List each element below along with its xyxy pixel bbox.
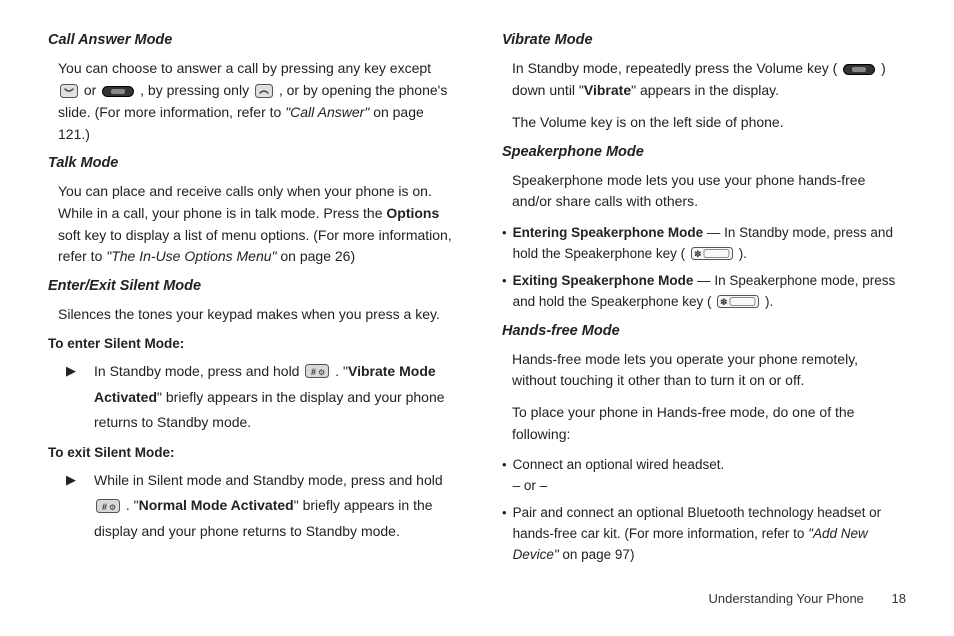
talk-mode-paragraph: You can place and receive calls only whe… [58, 181, 452, 268]
step-marker-icon: ▶ [66, 472, 76, 544]
text: Connect an optional wired headset. [513, 457, 725, 472]
bullet-wired-headset: • Connect an optional wired headset. – o… [502, 455, 906, 497]
heading-silent-mode: Enter/Exit Silent Mode [48, 278, 452, 294]
speakerphone-paragraph: Speakerphone mode lets you use your phon… [512, 170, 906, 213]
right-column: Vibrate Mode In Standby mode, repeatedly… [502, 32, 906, 572]
reference: "Call Answer" [285, 104, 369, 120]
text: . " [126, 497, 139, 513]
bullet-exit-speakerphone: • Exiting Speakerphone Mode — In Speaker… [502, 271, 906, 313]
text: In Standby mode, repeatedly press the Vo… [512, 60, 841, 76]
bullet-body: Exiting Speakerphone Mode — In Speakerph… [513, 271, 906, 313]
text: . " [335, 363, 348, 379]
heading-call-answer: Call Answer Mode [48, 32, 452, 48]
options-label: Options [386, 205, 439, 221]
bullet-body: Connect an optional wired headset. – or … [513, 455, 906, 497]
svg-text:#: # [102, 502, 107, 512]
page-number: 18 [892, 591, 906, 606]
bullet-dot-icon: • [502, 455, 507, 497]
volume-key-icon [843, 58, 875, 80]
vibrate-paragraph-1: In Standby mode, repeatedly press the Vo… [512, 58, 906, 102]
step-exit-silent: ▶ While in Silent mode and Standby mode,… [66, 468, 452, 544]
speakerphone-key-icon: ✽ [717, 292, 759, 313]
section-name: Understanding Your Phone [709, 591, 864, 606]
text: on page 97) [559, 547, 635, 562]
vibrate-paragraph-2: The Volume key is on the left side of ph… [512, 112, 906, 134]
volume-key-icon [102, 80, 134, 102]
exiting-speakerphone-label: Exiting Speakerphone Mode [513, 273, 694, 288]
bullet-body: Entering Speakerphone Mode — In Standby … [513, 223, 906, 265]
silent-mode-paragraph: Silences the tones your keypad makes whe… [58, 304, 452, 326]
entering-speakerphone-label: Entering Speakerphone Mode [513, 225, 704, 240]
handsfree-paragraph-2: To place your phone in Hands-free mode, … [512, 402, 906, 445]
send-key-icon [255, 80, 273, 102]
text: You can place and receive calls only whe… [58, 183, 432, 221]
vibrate-label: Vibrate [584, 82, 631, 98]
text: or [84, 82, 100, 98]
handsfree-paragraph-1: Hands-free mode lets you operate your ph… [512, 349, 906, 392]
bullet-enter-speakerphone: • Entering Speakerphone Mode — In Standb… [502, 223, 906, 265]
text: ). [761, 294, 773, 309]
heading-handsfree: Hands-free Mode [502, 323, 906, 339]
page-footer: Understanding Your Phone 18 [709, 591, 907, 606]
svg-text:#: # [311, 367, 316, 377]
svg-text:✽: ✽ [720, 297, 728, 307]
text: ). [735, 246, 747, 261]
step-body: In Standby mode, press and hold #⚙ . "Vi… [94, 359, 452, 435]
text: " appears in the display. [631, 82, 779, 98]
left-column: Call Answer Mode You can choose to answe… [48, 32, 452, 572]
step-body: While in Silent mode and Standby mode, p… [94, 468, 452, 544]
pound-key-icon: #⚙ [305, 359, 329, 384]
text: on page 26) [280, 248, 355, 264]
heading-vibrate-mode: Vibrate Mode [502, 32, 906, 48]
heading-talk-mode: Talk Mode [48, 155, 452, 171]
page-content: Call Answer Mode You can choose to answe… [0, 0, 954, 572]
bullet-dot-icon: • [502, 503, 507, 566]
text: While in Silent mode and Standby mode, p… [94, 472, 443, 488]
pound-key-icon: #⚙ [96, 494, 120, 519]
normal-activated-label: Normal Mode Activated [139, 497, 294, 513]
reference: "The In-Use Options Menu" [106, 248, 276, 264]
svg-text:⚙: ⚙ [318, 368, 325, 377]
subheading-enter-silent: To enter Silent Mode: [48, 336, 452, 351]
speakerphone-key-icon: ✽ [691, 244, 733, 265]
end-key-icon [60, 80, 78, 102]
text: In Standby mode, press and hold [94, 363, 303, 379]
svg-text:⚙: ⚙ [109, 503, 116, 512]
bullet-bluetooth: • Pair and connect an optional Bluetooth… [502, 503, 906, 566]
bullet-dot-icon: • [502, 223, 507, 265]
subheading-exit-silent: To exit Silent Mode: [48, 445, 452, 460]
step-marker-icon: ▶ [66, 363, 76, 435]
or-text: – or – [513, 478, 548, 493]
bullet-dot-icon: • [502, 271, 507, 313]
call-answer-paragraph: You can choose to answer a call by press… [58, 58, 452, 145]
svg-text:✽: ✽ [694, 249, 702, 259]
step-enter-silent: ▶ In Standby mode, press and hold #⚙ . "… [66, 359, 452, 435]
text: You can choose to answer a call by press… [58, 60, 431, 76]
text: , by pressing only [140, 82, 253, 98]
bullet-body: Pair and connect an optional Bluetooth t… [513, 503, 906, 566]
heading-speakerphone: Speakerphone Mode [502, 144, 906, 160]
